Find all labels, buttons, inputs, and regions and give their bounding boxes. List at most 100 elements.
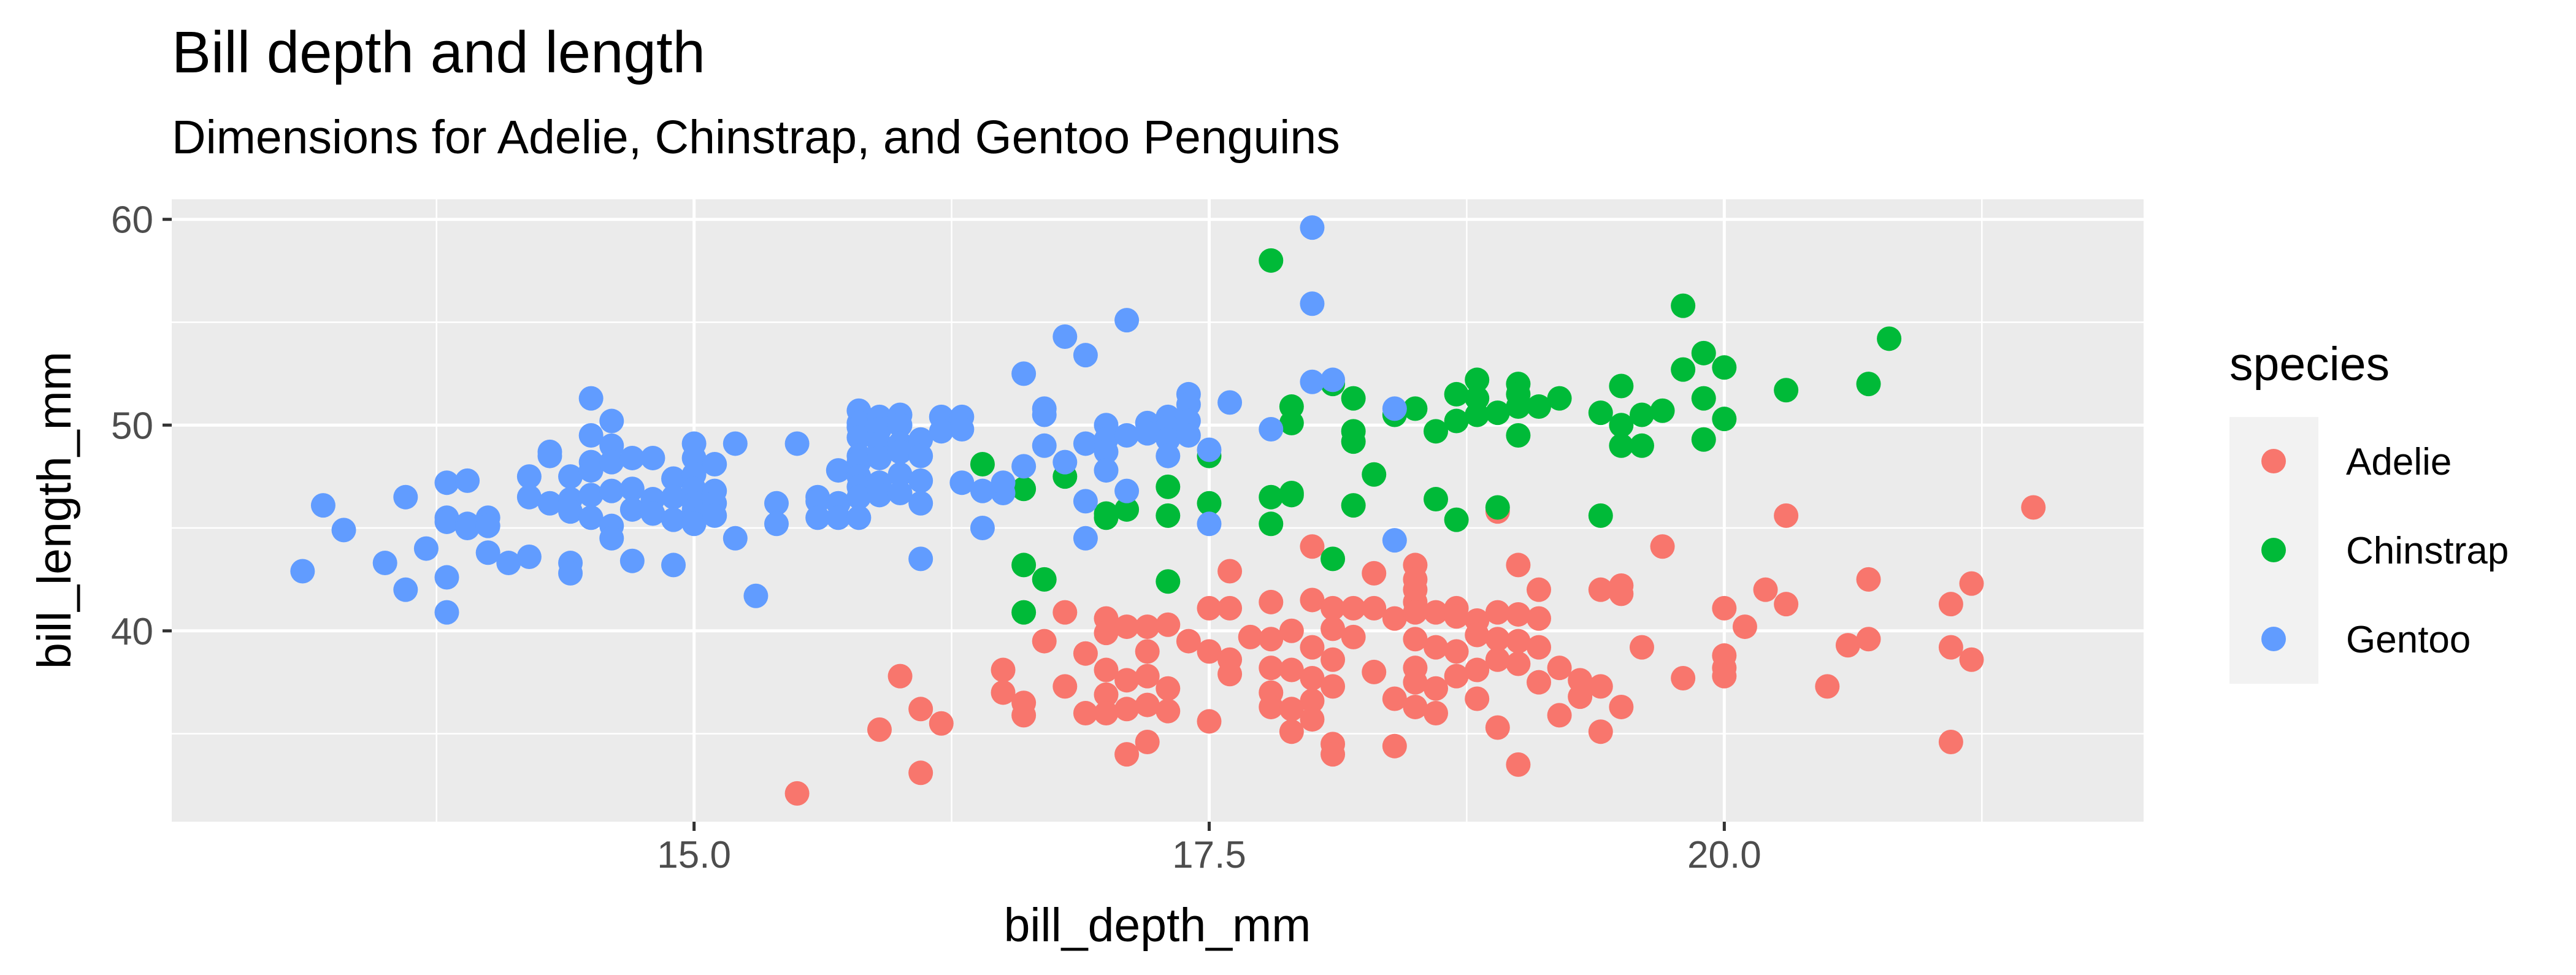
data-point (1300, 215, 1325, 240)
data-point (1588, 577, 1613, 602)
data-point (970, 452, 995, 477)
data-point (1382, 396, 1407, 421)
data-point (1424, 600, 1449, 625)
data-point (578, 423, 604, 448)
data-point (929, 419, 954, 444)
legend-key-chinstrap (2261, 538, 2286, 562)
data-point (1300, 291, 1325, 316)
data-point (1032, 433, 1057, 458)
data-point (1712, 407, 1737, 432)
data-point (1341, 624, 1366, 649)
data-point (558, 464, 583, 489)
data-point (908, 546, 933, 572)
data-point (1114, 697, 1140, 722)
data-point (908, 760, 933, 786)
data-point (1526, 606, 1551, 631)
data-point (1856, 567, 1881, 592)
data-point (1959, 647, 1984, 672)
data-point (1403, 600, 1428, 625)
data-point (1588, 719, 1613, 744)
data-point (1341, 493, 1366, 518)
data-point (1135, 639, 1160, 664)
data-point (908, 697, 933, 722)
data-point (1712, 663, 1737, 689)
data-point (1300, 534, 1325, 559)
data-point (1073, 641, 1098, 666)
data-point (1712, 355, 1737, 380)
data-point (1629, 433, 1654, 458)
data-point (1011, 552, 1037, 578)
data-point (1094, 701, 1119, 726)
data-point (516, 464, 542, 489)
data-point (1176, 423, 1201, 448)
data-point (908, 468, 933, 493)
data-point (1300, 587, 1325, 613)
data-point (908, 491, 933, 516)
data-point (290, 559, 315, 584)
data-point (310, 493, 335, 518)
data-point (1011, 703, 1037, 728)
data-point (1114, 668, 1140, 693)
data-point (1382, 528, 1407, 553)
data-point (1444, 507, 1469, 532)
data-point (1259, 248, 1284, 273)
data-point (1321, 742, 1346, 767)
data-point (599, 449, 624, 475)
data-point (1712, 595, 1737, 621)
data-point (1011, 454, 1037, 479)
data-point (1629, 402, 1654, 427)
data-point (1588, 674, 1613, 699)
data-point (846, 425, 872, 450)
data-point (1815, 674, 1840, 699)
data-point (1444, 408, 1469, 434)
data-point (1485, 495, 1510, 520)
data-point (1465, 686, 1490, 711)
data-point (867, 483, 892, 508)
data-point (1959, 571, 1984, 596)
data-point (1011, 361, 1037, 386)
data-point (1671, 665, 1696, 690)
data-point (1835, 633, 1860, 658)
data-point (949, 470, 975, 495)
data-point (1321, 616, 1346, 641)
data-point (1114, 497, 1140, 522)
data-point (1197, 437, 1222, 462)
data-point (1279, 480, 1304, 505)
data-point (537, 439, 562, 464)
data-point (991, 680, 1016, 705)
data-point (393, 484, 418, 510)
data-point (1506, 651, 1531, 676)
data-point (1114, 742, 1140, 767)
data-point (1341, 386, 1366, 411)
data-point (1259, 416, 1284, 442)
data-point (1938, 592, 1963, 617)
data-point (578, 386, 604, 411)
data-point (1444, 639, 1469, 664)
data-point (1774, 378, 1799, 403)
data-point (393, 577, 418, 602)
data-point (867, 717, 892, 742)
data-point (1485, 647, 1510, 672)
data-point (1300, 707, 1325, 732)
data-point (434, 470, 459, 495)
data-point (434, 600, 459, 625)
data-point (1588, 400, 1613, 426)
data-point (558, 560, 583, 586)
data-point (887, 480, 913, 505)
data-point (1073, 343, 1098, 368)
data-point (1156, 698, 1181, 724)
data-point (578, 483, 604, 508)
data-point (1259, 589, 1284, 614)
data-point (661, 466, 686, 491)
data-point (826, 505, 851, 530)
chart-subtitle: Dimensions for Adelie, Chinstrap, and Ge… (172, 111, 1340, 164)
data-point (743, 583, 769, 608)
data-point (1732, 614, 1757, 640)
data-point (1691, 340, 1716, 365)
data-point (1609, 373, 1634, 399)
data-point (1444, 381, 1469, 407)
data-point (1362, 659, 1387, 684)
data-point (1938, 729, 1963, 754)
data-point (1321, 367, 1346, 392)
data-point (516, 484, 542, 510)
